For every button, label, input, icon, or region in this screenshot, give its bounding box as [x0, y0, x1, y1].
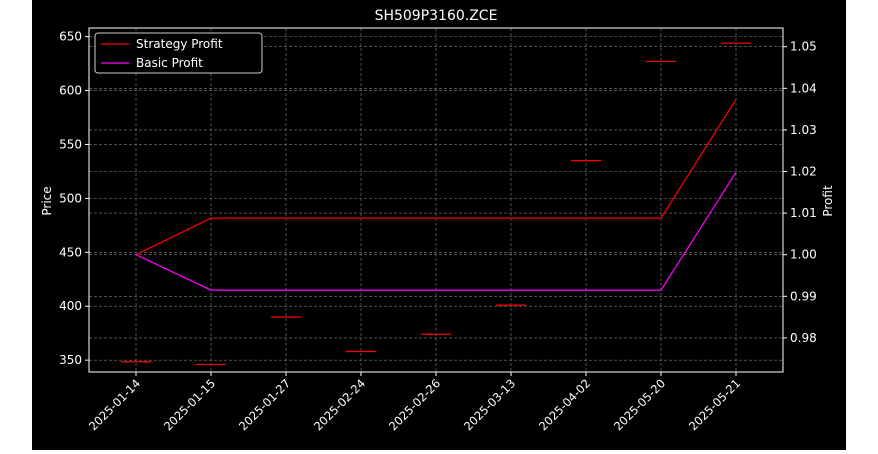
grid-lines	[89, 28, 783, 372]
x-tick-label: 2025-02-26	[386, 376, 443, 433]
chart-figure: SH509P3160.ZCE 2025-01-14 2025-01-15 2025-…	[32, 0, 846, 450]
y-tick-label-left: 600	[59, 84, 82, 98]
legend-box	[94, 32, 263, 74]
y-tick-label-right: 1.05	[790, 40, 817, 54]
series-line	[135, 171, 737, 291]
x-tick-label: 2025-01-15	[161, 376, 218, 433]
y-tick-label-right: 1.04	[790, 81, 817, 95]
x-tick-label: 2025-05-21	[686, 376, 743, 433]
x-tick-label: 2025-01-14	[86, 376, 143, 433]
profit-series	[135, 99, 737, 291]
x-tick-label: 2025-05-20	[611, 376, 668, 433]
y-tick-label-right: 1.03	[790, 123, 817, 137]
y-axis-label-right: Profit	[821, 185, 835, 217]
y-tick-label-right: 0.98	[790, 331, 817, 345]
legend-label: Basic Profit	[136, 56, 203, 70]
y-tick-label-left: 550	[59, 137, 82, 151]
y-tick-label-right: 0.99	[790, 289, 817, 303]
chart-title: SH509P3160.ZCE	[375, 8, 498, 24]
y-tick-label-left: 500	[59, 191, 82, 205]
y-tick-label-left: 350	[59, 353, 82, 367]
y-axis-label-left: Price	[40, 186, 54, 215]
y-tick-label-left: 450	[59, 245, 82, 259]
legend-label: Strategy Profit	[136, 37, 223, 51]
x-tick-label: 2025-01-27	[236, 376, 293, 433]
y-tick-label-right: 1.01	[790, 206, 817, 220]
y-tick-label-left: 400	[59, 299, 82, 313]
chart-svg: SH509P3160.ZCE 2025-01-14 2025-01-15 2025-…	[40, 8, 835, 434]
y-tick-label-left: 650	[59, 30, 82, 44]
y-tick-label-right: 1.02	[790, 165, 817, 179]
series-line	[135, 99, 737, 256]
axes: 2025-01-14 2025-01-15 2025-01-27 2025-02-24…	[59, 30, 817, 434]
y-tick-label-right: 1.00	[790, 248, 817, 262]
x-tick-label: 2025-02-24	[311, 376, 368, 433]
x-tick-label: 2025-03-13	[461, 376, 518, 433]
x-tick-label: 2025-04-02	[536, 376, 593, 433]
legend: Strategy Profit Basic Profit	[94, 32, 263, 74]
price-markers	[121, 42, 751, 366]
